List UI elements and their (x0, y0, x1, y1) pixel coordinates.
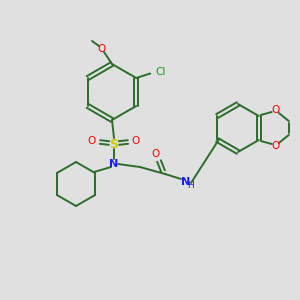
Text: O: O (272, 141, 280, 151)
Text: N: N (110, 159, 118, 169)
Text: O: O (88, 136, 96, 146)
Text: O: O (98, 44, 106, 54)
Text: Cl: Cl (155, 67, 166, 77)
Text: N: N (182, 177, 190, 187)
Text: O: O (132, 136, 140, 146)
Text: S: S (110, 137, 118, 151)
Text: O: O (151, 149, 159, 159)
Text: O: O (272, 105, 280, 115)
Text: H: H (188, 181, 194, 190)
